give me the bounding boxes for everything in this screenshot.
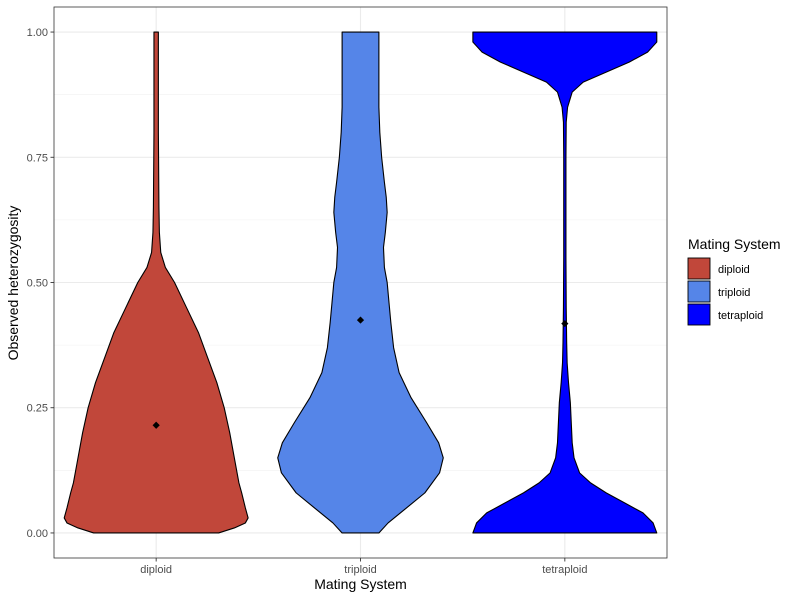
violin-tetraploid (472, 31, 658, 534)
x-tick-label-tetraploid: tetraploid (542, 564, 587, 576)
legend-label-tetraploid: tetraploid (718, 310, 763, 322)
x-tick-label-triploid: triploid (344, 564, 376, 576)
y-tick-label: 0.75 (27, 152, 48, 164)
mean-point-triploid (356, 316, 365, 324)
x-tick-label-diploid: diploid (140, 564, 172, 576)
legend-key-tetraploid (687, 303, 711, 326)
violins-layer (63, 31, 658, 534)
y-axis-title: Observed heterozygosity (5, 206, 21, 361)
legend-key-triploid (687, 280, 711, 303)
y-axis-ticks: 0.00 0.25 0.50 0.75 1.00 (27, 27, 54, 540)
mean-point-tetraploid (561, 319, 569, 328)
legend-label-triploid: triploid (718, 287, 750, 299)
y-tick-label: 0.25 (27, 403, 48, 415)
legend: Mating System diploid triploid tetraploid (687, 236, 781, 326)
x-axis-title: Mating System (314, 576, 407, 592)
mean-point-diploid (152, 421, 160, 429)
legend-key-diploid (687, 257, 711, 280)
y-tick-label: 1.00 (27, 27, 48, 39)
legend-label-diploid: diploid (718, 264, 750, 276)
x-axis-ticks: diploid triploid tetraploid (140, 558, 587, 576)
mean-points-layer (152, 316, 569, 429)
violin-diploid (63, 31, 249, 534)
legend-title: Mating System (688, 236, 781, 252)
y-tick-label: 0.50 (27, 278, 48, 290)
y-tick-label: 0.00 (27, 528, 48, 540)
violin-triploid (277, 31, 444, 534)
